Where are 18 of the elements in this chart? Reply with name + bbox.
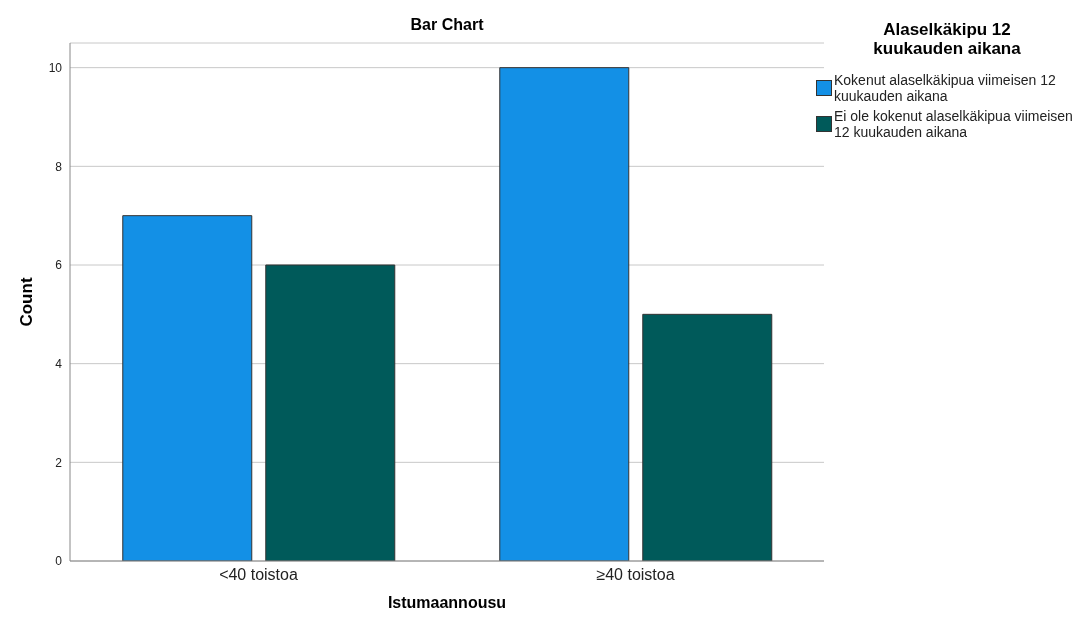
bar [642,313,773,561]
legend-title: Alaselkäkipu 12 kuukauden aikana [872,20,1022,58]
chart-title: Bar Chart [409,16,485,34]
y-tick-label: 8 [55,159,63,174]
legend-label: Kokenut alaselkäkipua viimeisen 12 kuukauden aikana [834,72,1057,104]
y-tick-label: 6 [55,258,63,273]
bar [499,67,630,561]
legend-label: Ei ole kokenut alaselkäkipua viimeisen 12 kuukauden aikana [834,108,1074,140]
y-tick-label: 4 [55,356,63,371]
x-axis-title: Istumaannousu [387,594,507,611]
bar [265,264,396,561]
x-tick-label: <40 toistoa [219,566,298,584]
y-tick-label: 2 [55,455,63,470]
x-tick-label: ≥40 toistoa [596,566,675,584]
bar [122,215,253,561]
y-tick-label: 0 [55,554,63,569]
y-axis-title: Count [17,277,37,327]
y-tick-label: 10 [48,60,63,75]
